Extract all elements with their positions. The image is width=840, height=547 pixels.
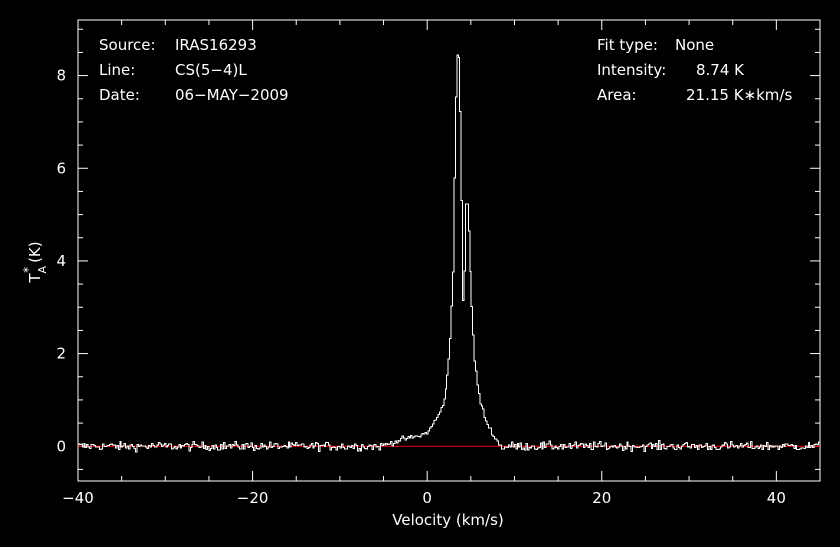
y-axis-label: TA* (K) xyxy=(21,241,49,283)
spectrum-group xyxy=(78,54,821,453)
info-area-value: 21.15 K∗km/s xyxy=(686,86,792,104)
y-axis-label-main: T xyxy=(26,273,44,284)
info-date-value: 06−MAY−2009 xyxy=(175,86,289,104)
spectrum-series-line xyxy=(78,54,821,453)
x-axis-label: Velocity (km/s) xyxy=(392,511,503,529)
y-tick-label: 6 xyxy=(56,159,66,177)
info-line-label: Line: xyxy=(99,61,135,79)
y-tick-label: 2 xyxy=(56,345,66,363)
x-tick-label: 0 xyxy=(422,489,432,507)
plot-border xyxy=(77,19,821,482)
info-right: Fit type: None Intensity: 8.74 K Area: 2… xyxy=(597,36,792,104)
y-axis-label-unit: (K) xyxy=(26,241,44,263)
info-line-value: CS(5−4)L xyxy=(175,61,247,79)
x-tick-label: −20 xyxy=(237,489,269,507)
y-tick-label: 0 xyxy=(56,437,66,455)
x-tick-label: 20 xyxy=(592,489,611,507)
y-tick-label: 8 xyxy=(56,67,66,85)
tick-labels: −40 −20 0 20 40 0 2 4 6 8 xyxy=(56,67,785,507)
info-source-label: Source: xyxy=(99,36,156,54)
y-axis-label-sub: A xyxy=(36,265,49,273)
y-tick-label: 4 xyxy=(56,252,66,270)
plot-frame xyxy=(77,19,821,482)
info-area-label: Area: xyxy=(597,86,637,104)
x-tick-label: −40 xyxy=(62,489,94,507)
info-intensity-label: Intensity: xyxy=(597,61,666,79)
info-left: Source: IRAS16293 Line: CS(5−4)L Date: 0… xyxy=(99,36,289,104)
x-tick-label: 40 xyxy=(767,489,786,507)
svg-text:TA*(K): TA* (K) xyxy=(21,241,49,283)
info-source-value: IRAS16293 xyxy=(175,36,257,54)
info-fittype-value: None xyxy=(675,36,714,54)
info-fittype-label: Fit type: xyxy=(597,36,658,54)
y-axis-label-sup: * xyxy=(21,267,35,273)
info-date-label: Date: xyxy=(99,86,140,104)
info-intensity-value: 8.74 K xyxy=(696,61,745,79)
